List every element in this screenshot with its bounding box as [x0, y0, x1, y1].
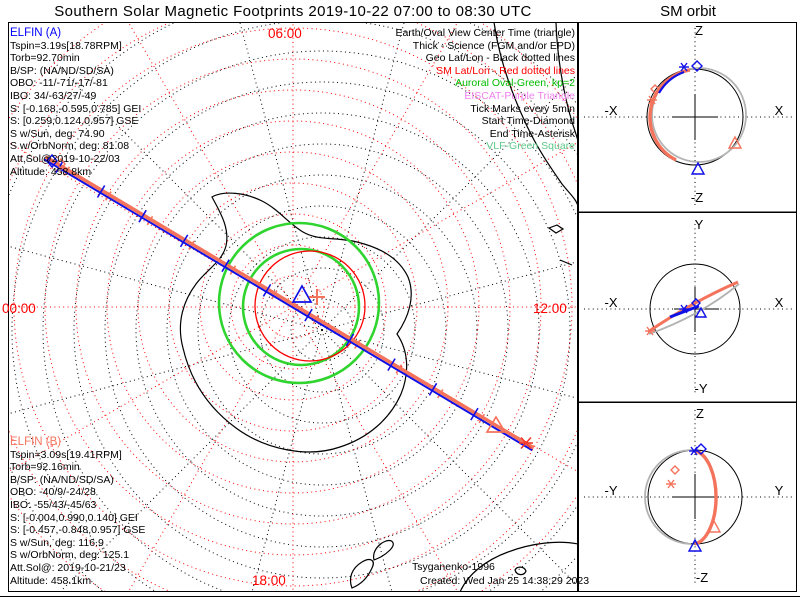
legend-line: Thick - Science (FGM and/or EPD) [412, 39, 575, 52]
axis-label-p2-bottom: -Y [694, 381, 708, 396]
elfin-a-line: Altitude: 458.8km [10, 165, 92, 178]
legend-line: VLF-Green Square [486, 140, 575, 153]
red-ring [254, 250, 366, 362]
orbit-markers-xz [647, 60, 743, 175]
orbit-markers-xy [645, 298, 708, 336]
axis-label-p3-left: -Y [604, 483, 618, 498]
tasmania-island [514, 566, 527, 576]
elfin-b-header: ELFIN (B) [10, 436, 62, 448]
elfin-a-line: Torb=92.70min [10, 52, 80, 65]
antarctica-coastline [179, 192, 412, 453]
orbit-markers-yz [666, 443, 722, 552]
elfin-b-footprint-track [44, 155, 535, 450]
elfin-a-line: S: [0.259,0.124,0.957] GSE [10, 115, 139, 128]
map-legend: Earth/Oval View Center Time (triangle) T… [395, 27, 575, 153]
model-credit: Tsyganenko-1996 [412, 561, 495, 573]
elfin-a-line: S: [-0.168,-0.595,0.785] GEI [10, 102, 142, 115]
center-time-cross-b [309, 289, 325, 305]
elfin-b-line: B/SP: (NA/ND/SD/SA) [10, 473, 114, 486]
auroral-oval [217, 221, 381, 385]
legend-line: Geo Lat/Lon - Black dotted lines [425, 52, 575, 65]
axis-label-p3-bottom: -Z [695, 570, 709, 585]
elfin-b-info-block: ELFIN (B) Tspin=3.09s[19.41RPM] Torb=92.… [10, 436, 145, 587]
south-georgia-island [559, 259, 573, 266]
elfin-a-line: IBO: 34/-63/27/-49 [10, 89, 97, 102]
legend-line: Tick Marks every 5min [470, 102, 575, 115]
sm-orbit-panel-yz [584, 410, 792, 586]
sm-orbit-panel-xy [584, 224, 792, 394]
elfin-a-line: Tspin=3.19s[18.78RPM] [10, 39, 122, 52]
legend-line: End Time-Asterisk [489, 127, 575, 140]
panel-borders [0, 22, 800, 597]
south-america-west-coast [493, 23, 577, 206]
axis-label-p3-right: Y [774, 483, 784, 498]
elfin-b-line: S: [-0.004,0.990,0.140] GEI [10, 511, 138, 524]
elfin-b-orbit-xy [647, 280, 739, 334]
axis-label-p1-right: X [774, 103, 784, 118]
axis-label-p1-top: Z [695, 23, 703, 38]
mlt-label-1800: 18:00 [252, 573, 286, 588]
center-time-triangle-a [291, 284, 313, 303]
created-timestamp: Created: Wed Jan 25 14:38:29 2023 [420, 575, 590, 587]
elfin-a-line: S w/OrbNorm, deg: 81.08 [10, 140, 130, 153]
falklands-island [547, 224, 565, 234]
mlt-label-0600: 06:00 [268, 26, 302, 41]
elfin-a-line: Att.Sol@2019-10-22/03 [10, 152, 120, 165]
mlt-label-1200: 12:00 [533, 301, 567, 316]
orbit-gray-yz [644, 449, 694, 545]
elfin-b-orbit-xz [648, 68, 691, 162]
sm-orbit-panel-xz [584, 28, 792, 206]
legend-line: Start Time-Diamond [481, 115, 575, 128]
elfin-b-line: Torb=92.16min [10, 461, 80, 474]
elfin-b-line: S w/Sun, deg: 116.9 [10, 536, 104, 549]
elfin-a-info-block: ELFIN (A) Tspin=3.19s[18.78RPM] Torb=92.… [10, 27, 141, 178]
orbit-gray-xy [648, 283, 740, 335]
elfin-b-line: Tspin=3.09s[19.41RPM] [10, 448, 122, 461]
elfin-b-orbit-yz [694, 449, 718, 546]
nz-south-island [349, 558, 374, 589]
elfin-b-line: IBO: -55/43/-45/63 [10, 498, 97, 511]
legend-line: EISCAT-Purple Triangle [464, 89, 575, 102]
page-title: Southern Solar Magnetic Footprints 2019-… [54, 3, 532, 20]
elfin-b-line: OBO: -40/9/-24/28 [10, 486, 96, 499]
axis-label-p1-bottom: -Z [690, 190, 704, 205]
end-time-asterisk-marker [519, 436, 533, 450]
elfin-a-line: B/SP: (NA/ND/SD/SA) [10, 64, 114, 77]
axis-label-p3-top: Z [696, 406, 704, 421]
elfin-a-line: OBO: -11/-71/-17/-81 [10, 77, 108, 90]
south-america-east-coast [555, 23, 577, 140]
axis-label-p2-right: X [774, 295, 784, 310]
legend-line: Auroral Oval-Green, kp=2 [455, 77, 575, 90]
axis-label-p2-top: Y [694, 217, 704, 232]
axis-label-p1-left: -X [604, 103, 618, 118]
legend-line: Earth/Oval View Center Time (triangle) [395, 27, 575, 39]
elfin-b-line: S w/OrbNorm, deg: 125.1 [10, 549, 130, 562]
coastlines [179, 23, 577, 591]
geo-graticule [9, 23, 577, 591]
start-time-diamond-marker [46, 153, 66, 171]
mlt-label-0000: 00:00 [2, 301, 36, 316]
elfin-a-line: S w/Sun, deg: 74.90 [10, 127, 105, 140]
elfin-b-line: Altitude: 458.1km [10, 574, 92, 587]
center-time-triangle-b [485, 415, 507, 433]
axis-label-p2-left: -X [604, 295, 618, 310]
sm-orbit-title: SM orbit [660, 3, 716, 20]
elfin-b-line: S: [-0.457,-0.848,0.957] GSE [10, 524, 146, 537]
orbit-gray-xz [651, 67, 747, 163]
legend-line: SM Lat/Lon - Red dotted lines [436, 64, 575, 77]
elfin-a-orbit-xy [669, 304, 700, 319]
elfin-a-orbit-xz [658, 70, 685, 94]
elfin-a-header: ELFIN (A) [10, 27, 62, 39]
elfin-a-footprint-track [43, 158, 533, 452]
elfin-b-line: Att.Sol@: 2019-10-21/23 [10, 561, 126, 574]
nz-north-island [373, 539, 394, 561]
australia-south-coast [459, 541, 577, 591]
